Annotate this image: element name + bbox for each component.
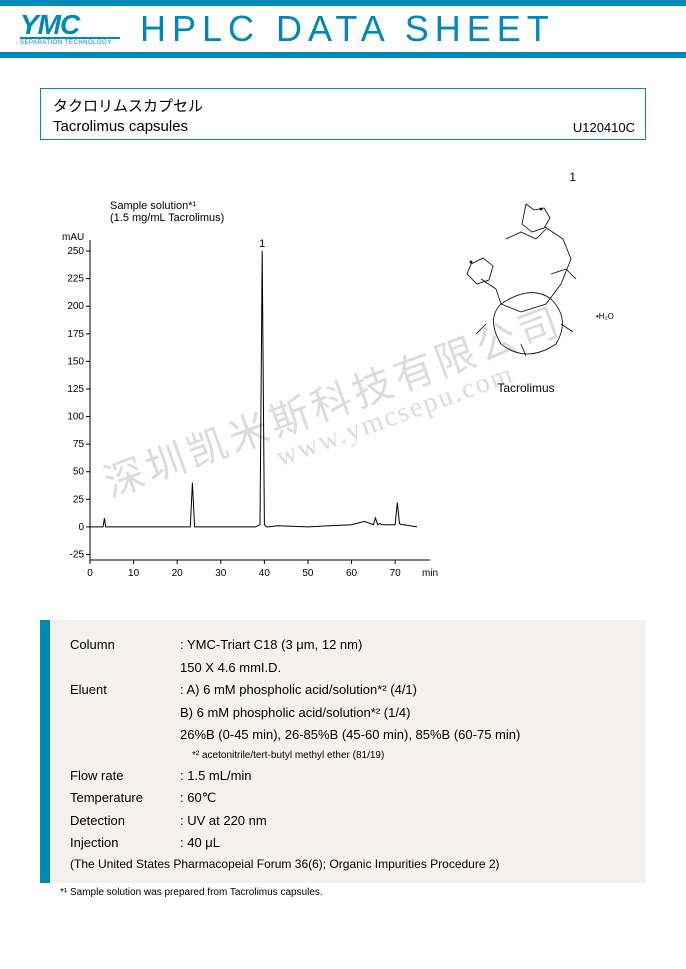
document-code: U120410C	[573, 120, 635, 135]
condition-row: Temperature: 60℃	[70, 788, 634, 808]
svg-text:175: 175	[67, 329, 84, 340]
svg-text:100: 100	[67, 412, 84, 423]
header-top-rule	[0, 0, 686, 6]
svg-text:70: 70	[390, 568, 402, 579]
condition-row: 26%B (0-45 min), 26-85%B (45-60 min), 85…	[70, 725, 634, 745]
svg-text:0: 0	[78, 522, 84, 533]
condition-value: : A) 6 mM phospholic acid/solution*² (4/…	[180, 680, 634, 700]
sample-label: Sample solution*¹ (1.5 mg/mL Tacrolimus)	[110, 200, 224, 224]
title-japanese: タクロリムスカプセル	[53, 95, 633, 116]
svg-text:200: 200	[67, 301, 84, 312]
conditions-rows-1: Column: YMC-Triart C18 (3 μm, 12 nm) 150…	[70, 635, 634, 745]
condition-label: Detection	[70, 811, 180, 831]
condition-value: : 40 μL	[180, 833, 634, 853]
condition-value: 150 X 4.6 mmI.D.	[180, 658, 634, 678]
svg-text:250: 250	[67, 246, 84, 257]
condition-value: : 60℃	[180, 788, 634, 808]
svg-text:30: 30	[215, 568, 227, 579]
svg-text:1: 1	[259, 238, 265, 250]
condition-label: Column	[70, 635, 180, 655]
svg-text:0: 0	[87, 568, 93, 579]
condition-label	[70, 658, 180, 678]
chart-area: Sample solution*¹ (1.5 mg/mL Tacrolimus)…	[40, 170, 646, 590]
condition-row: Injection: 40 μL	[70, 833, 634, 853]
condition-row: 150 X 4.6 mmI.D.	[70, 658, 634, 678]
svg-text:25: 25	[73, 494, 85, 505]
svg-text:225: 225	[67, 274, 84, 285]
condition-label	[70, 725, 180, 745]
conditions-box: Column: YMC-Triart C18 (3 μm, 12 nm) 150…	[40, 620, 646, 883]
footnote: *¹ Sample solution was prepared from Tac…	[60, 887, 646, 898]
condition-label: Eluent	[70, 680, 180, 700]
condition-row: Detection: UV at 220 nm	[70, 811, 634, 831]
molecule-structure: 1 •H₂O Tacrolimus	[426, 170, 626, 395]
svg-text:10: 10	[128, 568, 140, 579]
svg-text:min: min	[422, 568, 438, 579]
title-box: タクロリムスカプセル Tacrolimus capsules U120410C	[40, 88, 646, 140]
svg-text:125: 125	[67, 384, 84, 395]
title-english: Tacrolimus capsules	[53, 118, 633, 135]
condition-label: Temperature	[70, 788, 180, 808]
svg-text:mAU: mAU	[62, 232, 84, 243]
condition-row: Eluent: A) 6 mM phospholic acid/solution…	[70, 680, 634, 700]
header: YMC SEPARATION TECHNOLOGY HPLC DATA SHEE…	[0, 8, 686, 58]
molecule-h2o-label: •H₂O	[596, 312, 614, 321]
svg-text:40: 40	[259, 568, 271, 579]
molecule-caption: Tacrolimus	[426, 381, 626, 395]
condition-label	[70, 703, 180, 723]
condition-label: Flow rate	[70, 766, 180, 786]
condition-row: Flow rate: 1.5 mL/min	[70, 766, 634, 786]
svg-text:20: 20	[172, 568, 184, 579]
conditions-reference: (The United States Pharmacopeial Forum 3…	[70, 857, 634, 871]
chromatogram: -250255075100125150175200225250010203040…	[40, 230, 440, 590]
condition-value: B) 6 mM phospholic acid/solution*² (1/4)	[180, 703, 634, 723]
condition-value: : 1.5 mL/min	[180, 766, 634, 786]
svg-text:-25: -25	[70, 549, 85, 560]
sample-line1: Sample solution*¹	[110, 200, 196, 212]
condition-row: B) 6 mM phospholic acid/solution*² (1/4)	[70, 703, 634, 723]
conditions-solvent-note: *² acetonitrile/tert-butyl methyl ether …	[192, 748, 634, 763]
sample-line2: (1.5 mg/mL Tacrolimus)	[110, 212, 224, 224]
svg-text:50: 50	[302, 568, 314, 579]
condition-value: : YMC-Triart C18 (3 μm, 12 nm)	[180, 635, 634, 655]
conditions-rows-2: Flow rate: 1.5 mL/minTemperature: 60℃Det…	[70, 766, 634, 853]
condition-label: Injection	[70, 833, 180, 853]
condition-value: : UV at 220 nm	[180, 811, 634, 831]
condition-row: Column: YMC-Triart C18 (3 μm, 12 nm)	[70, 635, 634, 655]
molecule-number: 1	[426, 170, 626, 184]
svg-text:50: 50	[73, 467, 85, 478]
svg-text:60: 60	[346, 568, 358, 579]
logo-text: YMC	[20, 12, 120, 37]
condition-value: 26%B (0-45 min), 26-85%B (45-60 min), 85…	[180, 725, 634, 745]
header-title: HPLC DATA SHEET	[140, 8, 555, 50]
svg-text:150: 150	[67, 356, 84, 367]
logo: YMC SEPARATION TECHNOLOGY	[20, 12, 120, 46]
molecule-svg: •H₂O	[431, 184, 621, 374]
svg-text:75: 75	[73, 439, 85, 450]
